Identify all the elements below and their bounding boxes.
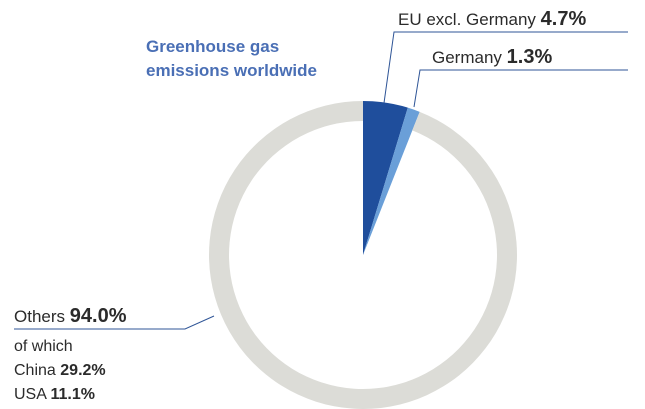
donut-slices: [209, 101, 518, 409]
slice-germany: [363, 107, 420, 255]
chart-title: Greenhouse gas emissions worldwide: [146, 37, 317, 80]
label-others-name: Others: [14, 307, 66, 326]
china-label: China: [14, 362, 56, 379]
china-line: China 29.2%: [14, 361, 106, 381]
of-which-label: of which: [14, 338, 73, 355]
label-germany: Germany 1.3%: [432, 47, 552, 68]
slice-eu-excl-germany: [363, 101, 408, 255]
label-germany-name: Germany: [432, 48, 502, 67]
label-others-value: 94.0%: [69, 305, 127, 327]
label-eu-value: 4.7%: [540, 8, 587, 30]
label-eu-name: EU excl. Germany: [398, 10, 536, 29]
leader-line-others: [14, 315, 215, 330]
label-germany-value: 1.3%: [506, 46, 553, 68]
label-eu: EU excl. Germany 4.7%: [398, 9, 586, 30]
usa-label: USA: [14, 386, 47, 403]
usa-value: 11.1%: [50, 386, 95, 403]
label-others: Others 94.0%: [14, 306, 126, 327]
leader-line-eu: [383, 31, 628, 104]
leader-lines: [14, 31, 628, 330]
usa-line: USA 11.1%: [14, 385, 95, 405]
china-value: 29.2%: [60, 362, 106, 379]
leader-line-germany: [413, 69, 628, 108]
